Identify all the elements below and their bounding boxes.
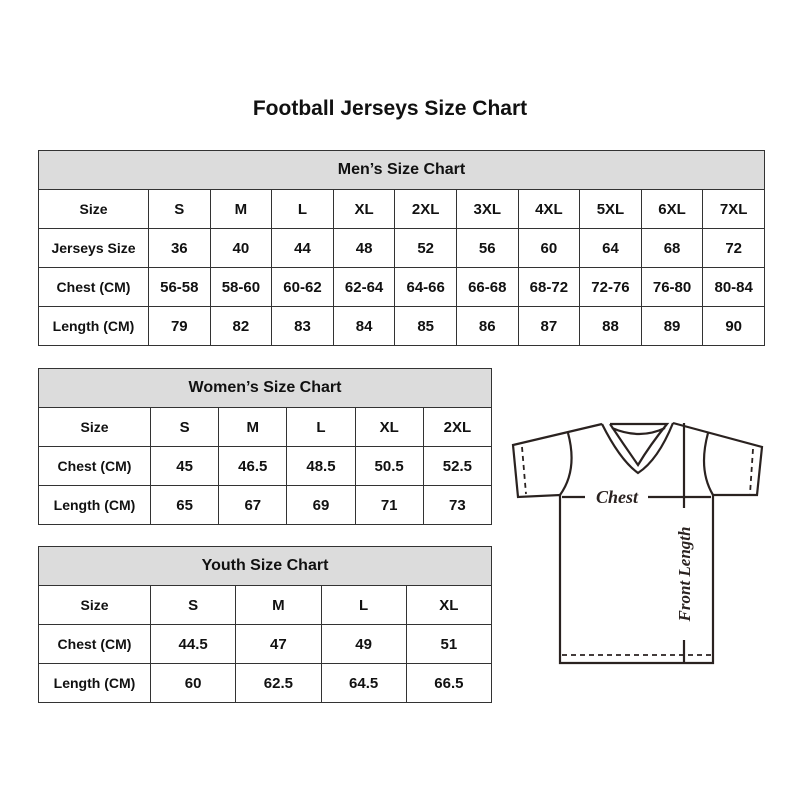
- table-cell: 69: [286, 485, 356, 525]
- table-cell: 84: [332, 306, 396, 346]
- page-title: Football Jerseys Size Chart: [252, 97, 528, 120]
- table-cell: 86: [455, 306, 519, 346]
- row-label: Chest (CM): [38, 624, 151, 664]
- table-cell: 85: [394, 306, 457, 346]
- table-cell: 62-64: [332, 267, 396, 307]
- table-cell: 45: [149, 446, 220, 486]
- row-label: Length (CM): [38, 485, 151, 525]
- table-cell: 51: [405, 624, 493, 664]
- front-length-label: Front Length: [675, 527, 694, 623]
- table-title-row: Youth Size Chart: [38, 546, 492, 586]
- table-cell: 65: [149, 485, 220, 525]
- table-row: Length (CM) 79 82 83 84 85 86 87 88 89 90: [38, 306, 765, 346]
- row-label: Length (CM): [38, 306, 149, 346]
- table-cell: 48.5: [286, 446, 356, 486]
- table-cell: XL: [332, 189, 396, 229]
- table-cell: 40: [209, 228, 273, 268]
- mens-size-table: Men’s Size Chart Size S M L XL 2XL 3XL 4XL 5XL 6XL…: [38, 150, 765, 346]
- table-row: Chest (CM) 45 46.5 48.5 50.5 52.5: [38, 446, 493, 486]
- table-cell: L: [320, 585, 407, 625]
- row-label: Chest (CM): [38, 446, 151, 486]
- table-cell: 68-72: [517, 267, 581, 307]
- table-cell: M: [218, 407, 288, 447]
- table-cell: 71: [354, 485, 424, 525]
- table-cell: 88: [579, 306, 642, 346]
- table-cell: XL: [354, 407, 424, 447]
- youth-size-table: Youth Size Chart Size S M L XL Chest (CM) 44.5 4…: [38, 546, 493, 703]
- table-cell: 6XL: [640, 189, 704, 229]
- table-cell: 44: [271, 228, 334, 268]
- table-row: Length (CM) 65 67 69 71 73: [38, 485, 493, 525]
- womens-size-table: Women’s Size Chart Size S M L XL 2XL Chest (CM)…: [38, 368, 493, 525]
- table-cell: 80-84: [702, 267, 765, 307]
- table-row: Size S M L XL: [38, 585, 493, 625]
- table-row: Length (CM) 60 62.5 64.5 66.5: [38, 663, 493, 703]
- table-cell: L: [286, 407, 356, 447]
- table-row: Size S M L XL 2XL 3XL 4XL 5XL 6XL 7XL: [38, 189, 765, 229]
- table-cell: 60: [149, 663, 237, 703]
- table-title: Women’s Size Chart: [38, 368, 492, 408]
- table-cell: S: [149, 585, 237, 625]
- table-cell: 66-68: [455, 267, 519, 307]
- table-cell: 66.5: [405, 663, 493, 703]
- row-label: Size: [38, 189, 149, 229]
- table-row: Size S M L XL 2XL: [38, 407, 493, 447]
- table-cell: 90: [702, 306, 765, 346]
- tshirt-dashed-seams: [521, 446, 754, 656]
- table-cell: 60: [517, 228, 581, 268]
- table-cell: 7XL: [702, 189, 765, 229]
- table-title: Men’s Size Chart: [38, 150, 765, 190]
- table-cell: 73: [422, 485, 493, 525]
- tshirt-sleeve-seams: [559, 432, 714, 496]
- table-cell: M: [235, 585, 322, 625]
- table-cell: 47: [235, 624, 322, 664]
- table-cell: 62.5: [235, 663, 322, 703]
- chest-label: Chest: [596, 487, 639, 507]
- table-cell: 50.5: [354, 446, 424, 486]
- row-label: Size: [38, 585, 151, 625]
- table-cell: 67: [218, 485, 288, 525]
- table-cell: 68: [640, 228, 704, 268]
- tshirt-outline: [511, 421, 764, 665]
- table-cell: 87: [517, 306, 581, 346]
- table-row: Jerseys Size 36 40 44 48 52 56 60 64 68 72: [38, 228, 765, 268]
- row-label: Jerseys Size: [38, 228, 149, 268]
- table-cell: 76-80: [640, 267, 704, 307]
- table-title: Youth Size Chart: [38, 546, 492, 586]
- row-label: Size: [38, 407, 151, 447]
- table-cell: 79: [148, 306, 211, 346]
- table-cell: L: [271, 189, 334, 229]
- table-title-row: Women’s Size Chart: [38, 368, 492, 408]
- table-title-row: Men’s Size Chart: [38, 150, 765, 190]
- table-cell: 49: [320, 624, 407, 664]
- table-cell: 72-76: [579, 267, 642, 307]
- table-cell: 36: [148, 228, 211, 268]
- table-cell: S: [149, 407, 220, 447]
- table-cell: 60-62: [271, 267, 334, 307]
- tshirt-collar: [601, 422, 675, 475]
- table-row: Chest (CM) 44.5 47 49 51: [38, 624, 493, 664]
- table-cell: 48: [332, 228, 396, 268]
- table-cell: 64.5: [320, 663, 407, 703]
- table-cell: 2XL: [422, 407, 493, 447]
- table-cell: 52.5: [422, 446, 493, 486]
- table-cell: 5XL: [579, 189, 642, 229]
- table-cell: 44.5: [149, 624, 237, 664]
- table-cell: 56-58: [148, 267, 211, 307]
- table-cell: 82: [209, 306, 273, 346]
